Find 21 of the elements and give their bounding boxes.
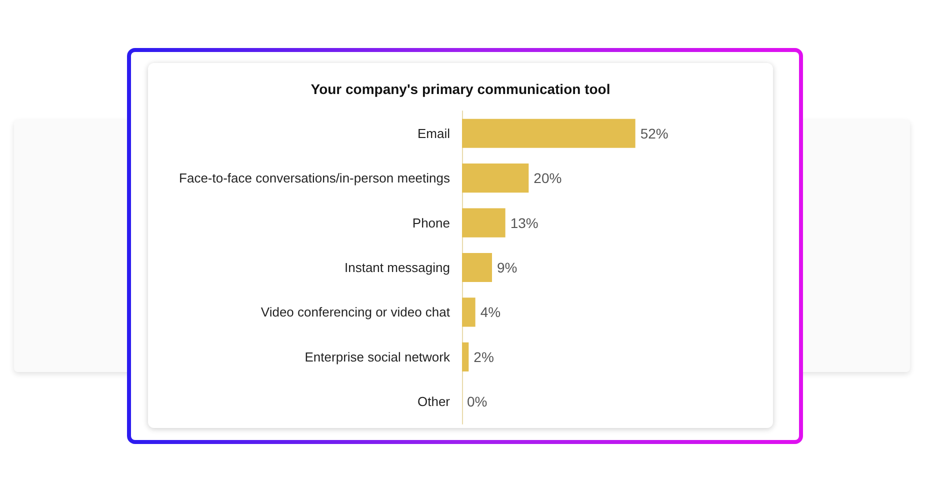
data-label: 4% xyxy=(480,304,501,320)
y-tick-label: Instant messaging xyxy=(344,260,450,275)
y-tick-label: Face-to-face conversations/in-person meetings xyxy=(179,170,450,186)
y-tick-label: Phone xyxy=(412,215,450,230)
data-label: 2% xyxy=(474,348,494,365)
y-tick-label: Other xyxy=(417,394,451,410)
data-label: 20% xyxy=(534,170,562,186)
y-tick-label: Video conferencing or video chat xyxy=(260,304,450,320)
data-label: 52% xyxy=(640,125,668,142)
y-tick-label: Email xyxy=(417,126,450,141)
chart-title: Your company's primary communication tool xyxy=(310,81,610,97)
data-label: 0% xyxy=(467,394,488,410)
bar xyxy=(462,118,636,148)
y-tick-label: Enterprise social network xyxy=(304,349,450,364)
bar xyxy=(462,342,469,372)
data-label: 9% xyxy=(497,260,518,276)
data-label: 13% xyxy=(510,214,538,231)
bar xyxy=(462,252,492,282)
bar xyxy=(462,164,529,193)
bar xyxy=(462,298,476,327)
bar xyxy=(462,208,506,238)
